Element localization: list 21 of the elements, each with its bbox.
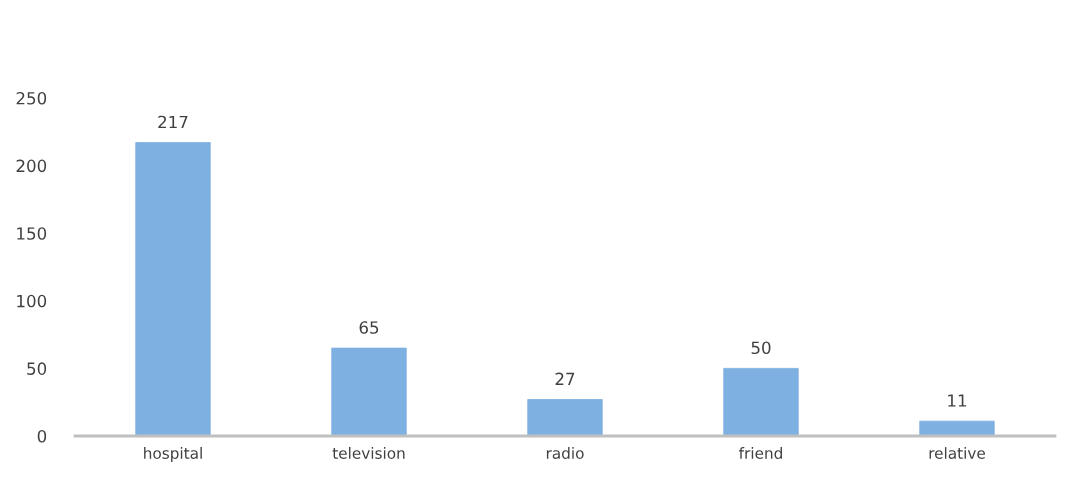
y-tick-label: 100 [17,294,47,308]
y-tick-label: 150 [17,227,47,240]
data-label: 11 [948,394,967,407]
x-tick-label: radio [546,447,584,459]
data-label: 65 [359,321,379,334]
bar [135,142,211,436]
data-label: 50 [751,341,771,355]
bar [919,420,995,436]
bar [527,399,603,436]
y-tick-label: 0 [37,429,47,443]
x-tick-label: hospital [144,447,202,462]
x-tick-label: relative [929,447,985,459]
y-tick-label: 200 [16,159,47,173]
y-tick-label: 50 [27,362,47,375]
x-tick-label: friend [739,447,782,459]
bar [723,367,799,436]
data-label: 217 [158,115,188,129]
x-tick-label: television [332,447,405,459]
y-tick-label: 250 [16,91,47,105]
bar [331,347,407,436]
data-label: 27 [555,372,575,385]
